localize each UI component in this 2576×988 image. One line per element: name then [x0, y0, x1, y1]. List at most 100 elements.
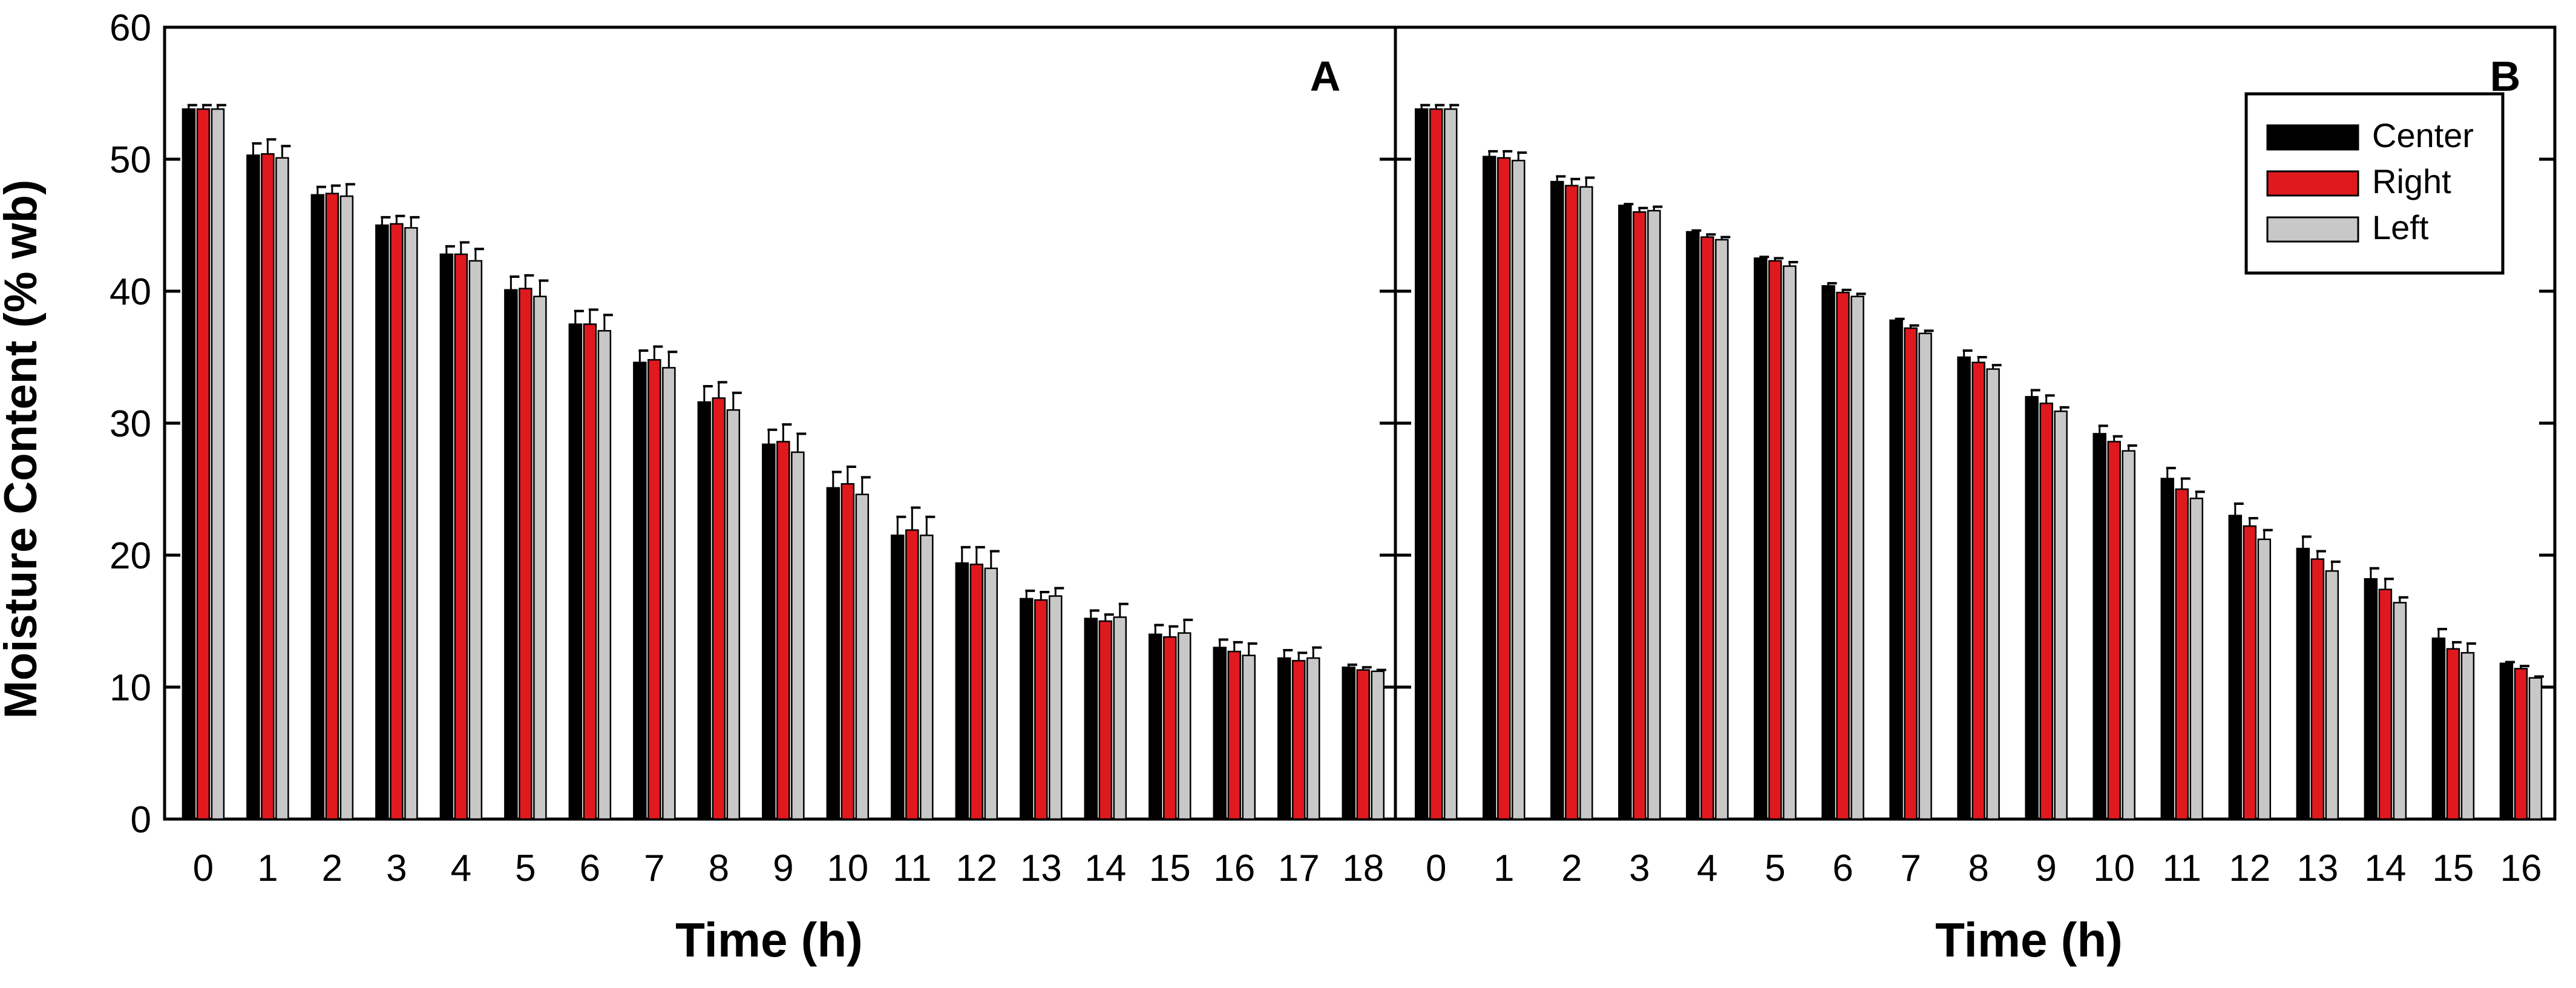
y-tick-label: 60	[110, 7, 151, 49]
bar-left	[984, 567, 998, 820]
x-tick-label: 15	[1149, 848, 1191, 889]
bar-left	[662, 367, 676, 820]
x-tick-label: 10	[2093, 848, 2135, 889]
x-axis-label-a: Time (h)	[675, 913, 863, 967]
bar-right	[583, 323, 597, 820]
bar-center	[504, 289, 518, 820]
x-tick-label: 16	[1213, 848, 1255, 889]
x-tick-label: 4	[1697, 848, 1717, 889]
x-tick-label: 1	[257, 848, 278, 889]
legend-label: Right	[2372, 162, 2451, 200]
bar-center	[1821, 285, 1835, 820]
bar-center	[375, 224, 389, 820]
x-tick-label: 0	[1426, 848, 1446, 889]
x-tick-label: 16	[2500, 848, 2542, 889]
bar-left	[597, 330, 612, 820]
bar-right	[841, 483, 855, 820]
x-tick-label: 12	[955, 848, 997, 889]
bar-left	[1783, 265, 1797, 820]
bar-center	[182, 108, 196, 820]
bar-right	[454, 253, 468, 820]
bar-left	[404, 227, 418, 820]
bar-center	[2364, 578, 2378, 820]
y-tick-label: 40	[110, 271, 151, 313]
x-tick-label: 15	[2432, 848, 2474, 889]
bar-right	[1700, 236, 1714, 820]
bar-center	[633, 361, 647, 820]
bar-right	[1904, 327, 1918, 820]
legend-label: Center	[2372, 116, 2474, 154]
bar-left	[920, 535, 934, 820]
bar-left	[855, 493, 870, 820]
bar-right	[2107, 441, 2121, 820]
bar-center	[1754, 257, 1768, 820]
bar-left	[211, 108, 225, 820]
bar-right	[1034, 599, 1048, 820]
bar-center	[762, 443, 776, 820]
bar-right	[1227, 650, 1242, 820]
y-tick-label: 10	[110, 667, 151, 709]
bar-right	[1971, 361, 1985, 820]
bar-left	[1178, 632, 1191, 820]
legend-swatch-left	[2266, 216, 2359, 243]
bar-center	[955, 562, 969, 820]
x-tick-label: 8	[1968, 848, 1988, 889]
bar-left	[1113, 616, 1127, 820]
bar-center	[2025, 396, 2039, 820]
bar-center	[1618, 205, 1632, 820]
bar-center	[2499, 662, 2514, 820]
x-tick-label: 3	[386, 848, 407, 889]
bar-right	[1292, 660, 1306, 820]
x-tick-label: 5	[515, 848, 536, 889]
bar-left	[1986, 368, 2000, 820]
bar-left	[1306, 657, 1320, 820]
bar-right	[2039, 403, 2053, 820]
bar-right	[712, 397, 726, 820]
x-tick-label: 4	[451, 848, 471, 889]
bar-left	[791, 451, 805, 820]
bar-center	[2160, 478, 2174, 820]
bar-right	[2378, 588, 2393, 820]
bar-left	[2257, 538, 2272, 820]
bar-right	[390, 223, 404, 820]
bar-right	[2514, 668, 2528, 820]
x-tick-label: 1	[1493, 848, 1514, 889]
x-tick-label: 0	[193, 848, 214, 889]
bar-right	[2243, 525, 2257, 820]
y-tick-label: 50	[110, 139, 151, 181]
bar-left	[2460, 652, 2475, 820]
bar-right	[905, 529, 919, 820]
bar-center	[697, 401, 712, 820]
bar-center	[1213, 647, 1227, 820]
bar-left	[2122, 450, 2135, 820]
bar-right	[1497, 157, 1511, 820]
bar-center	[1957, 356, 1971, 820]
bar-center	[1277, 657, 1291, 820]
x-tick-label: 2	[322, 848, 342, 889]
x-tick-label: 12	[2229, 848, 2270, 889]
y-tick-label: 30	[110, 403, 151, 445]
bar-center	[246, 154, 260, 820]
bar-right	[776, 441, 790, 820]
bar-left	[1242, 654, 1256, 820]
bar-center	[1084, 618, 1098, 820]
x-tick-label: 18	[1342, 848, 1384, 889]
bar-left	[339, 195, 354, 820]
bar-left	[468, 260, 483, 820]
bar-left	[1512, 159, 1526, 820]
y-tick-label: 20	[110, 535, 151, 577]
bar-left	[2393, 602, 2407, 820]
bar-center	[439, 253, 454, 820]
panel-label: A	[1310, 53, 1341, 100]
x-tick-label: 7	[644, 848, 664, 889]
bar-center	[1020, 598, 1034, 820]
bar-left	[1371, 670, 1385, 820]
bar-left	[1579, 186, 1593, 820]
bar-right	[1565, 185, 1579, 820]
legend-label: Left	[2372, 208, 2429, 246]
bar-right	[196, 108, 211, 820]
bar-left	[1049, 595, 1063, 820]
